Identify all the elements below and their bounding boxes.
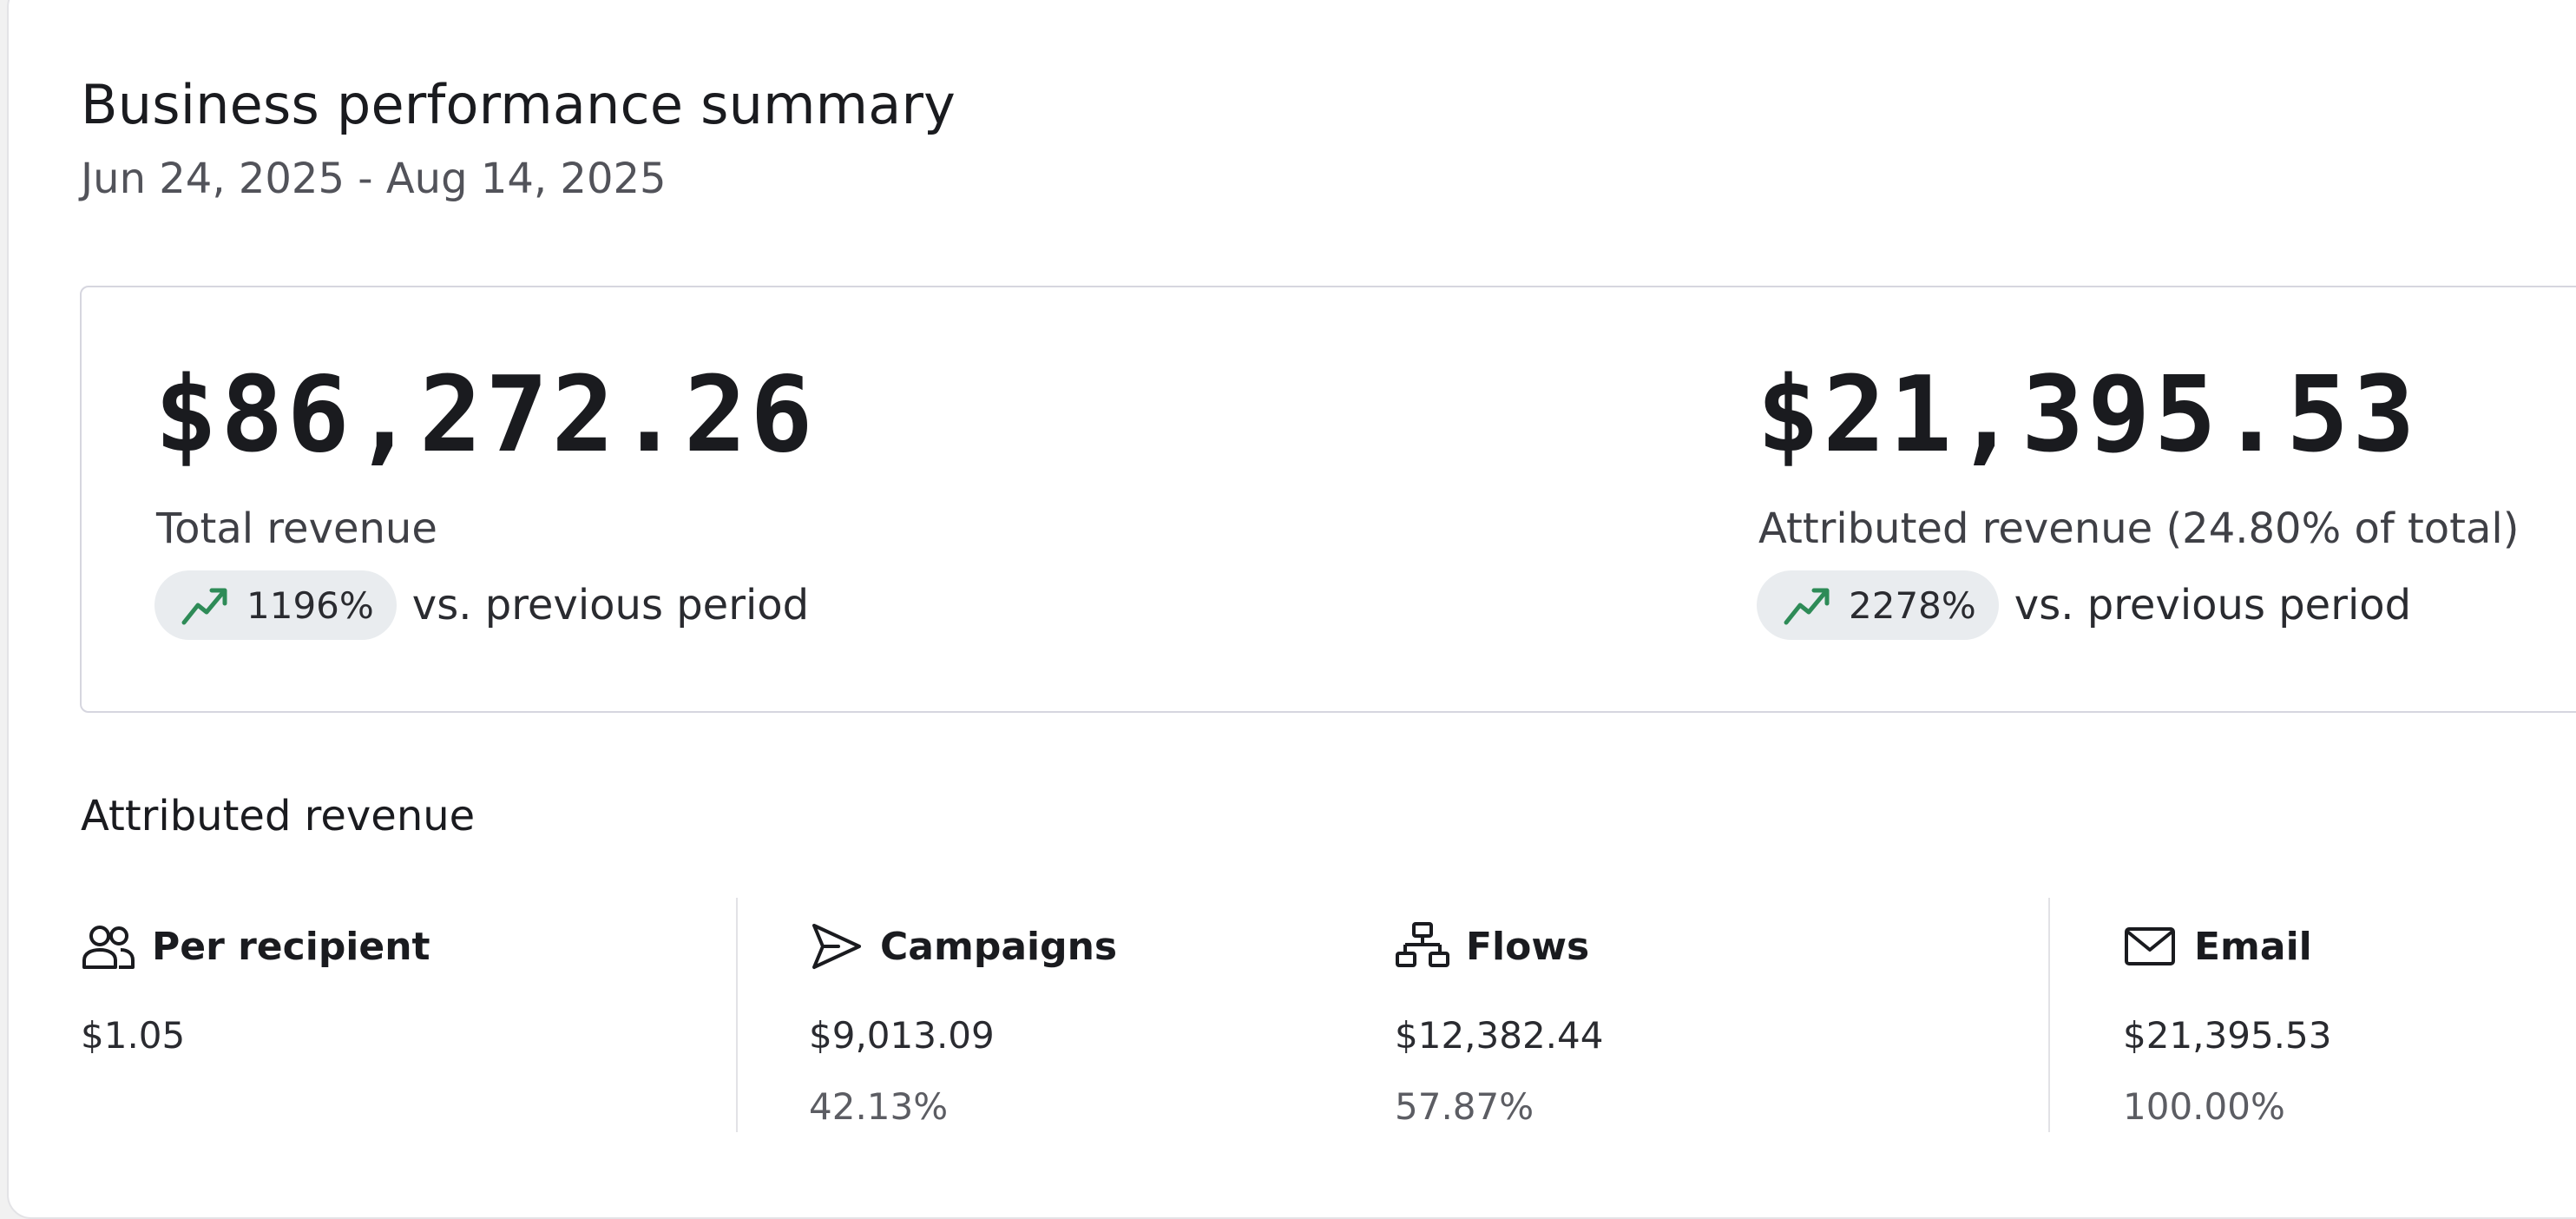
divider [736, 898, 738, 1132]
revenue-summary-box: $86,272.26 Total revenue 1196% vs. previ… [80, 286, 2576, 713]
flows-header: Flows [1395, 920, 1589, 972]
total-revenue-value: $86,272.26 [154, 355, 817, 476]
total-revenue-trend: 1196% vs. previous period [154, 570, 809, 640]
email-percent: 100.00% [2123, 1085, 2285, 1128]
trend-comparison-text: vs. previous period [411, 581, 810, 629]
attributed-revenue-trend: 2278% vs. previous period [1757, 570, 2411, 640]
divider [2048, 898, 2050, 1132]
campaigns-amount: $9,013.09 [809, 1014, 995, 1057]
trend-percent: 1196% [246, 583, 374, 627]
attributed-revenue-label: Attributed revenue (24.80% of total) [1758, 504, 2520, 553]
send-icon [812, 924, 861, 969]
flows-percent: 57.87% [1395, 1085, 1534, 1128]
per-recipient-stat: Per recipient $1.05 [81, 920, 430, 1058]
email-header: Email [2123, 920, 2312, 972]
per-recipient-header: Per recipient [81, 920, 430, 972]
trend-comparison-text: vs. previous period [2014, 581, 2412, 629]
mail-icon [2125, 927, 2175, 965]
total-revenue-label: Total revenue [156, 504, 437, 553]
email-label: Email [2194, 924, 2312, 969]
trend-badge: 2278% [1757, 570, 1999, 640]
campaigns-label: Campaigns [880, 924, 1118, 969]
flows-amount: $12,382.44 [1395, 1014, 1604, 1057]
trend-badge: 1196% [154, 570, 397, 640]
trend-percent: 2278% [1849, 583, 1976, 627]
email-stat: Email $21,395.53 100.00% [2123, 920, 2331, 1129]
users-icon [82, 926, 135, 969]
flows-stat: Flows $12,382.44 57.87% [1395, 920, 1603, 1128]
email-amount: $21,395.53 [2123, 1014, 2332, 1057]
date-range: Jun 24, 2025 - Aug 14, 2025 [81, 155, 667, 203]
per-recipient-amount: $1.05 [81, 1014, 186, 1057]
per-recipient-label: Per recipient [152, 924, 430, 969]
flows-label: Flows [1466, 924, 1590, 969]
flow-icon [1396, 922, 1449, 967]
trending-up-icon [181, 588, 227, 625]
attributed-revenue-heading: Attributed revenue [81, 792, 476, 840]
campaigns-stat: Campaigns $9,013.09 42.13% [809, 920, 1117, 1128]
trending-up-icon [1784, 588, 1830, 625]
page-title: Business performance summary [81, 73, 956, 136]
campaigns-header: Campaigns [809, 920, 1117, 972]
attributed-revenue-value: $21,395.53 [1757, 355, 2419, 476]
campaigns-percent: 42.13% [809, 1085, 949, 1128]
